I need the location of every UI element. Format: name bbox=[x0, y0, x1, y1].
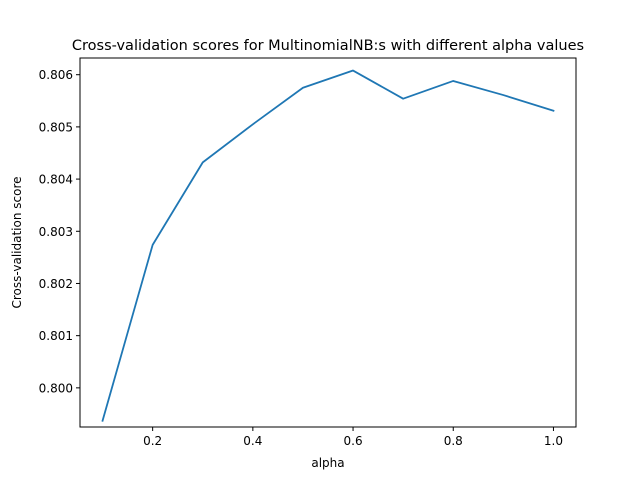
y-tick-label: 0.804 bbox=[39, 173, 73, 187]
chart-title: Cross-validation scores for MultinomialN… bbox=[72, 38, 584, 54]
y-tick-label: 0.805 bbox=[39, 120, 73, 134]
series-layer bbox=[101, 69, 555, 422]
x-tick-label: 0.4 bbox=[243, 434, 262, 448]
x-axis-title: alpha bbox=[311, 456, 344, 470]
plot-area-frame bbox=[79, 57, 577, 428]
y-axis: 0.800 0.801 0.802 0.803 0.804 0.805 0.806 bbox=[39, 68, 80, 395]
series-line bbox=[101, 69, 555, 422]
y-tick-label: 0.806 bbox=[39, 68, 73, 82]
x-tick-label: 1.0 bbox=[544, 434, 563, 448]
y-tick-label: 0.801 bbox=[39, 329, 73, 343]
y-axis-title: Cross-validation score bbox=[10, 176, 24, 308]
y-tick-label: 0.800 bbox=[39, 381, 73, 395]
x-axis: 0.2 0.4 0.6 0.8 1.0 bbox=[143, 427, 563, 448]
y-tick-label: 0.803 bbox=[39, 225, 73, 239]
x-tick-label: 0.6 bbox=[344, 434, 363, 448]
x-tick-label: 0.2 bbox=[143, 434, 162, 448]
y-tick-label: 0.802 bbox=[39, 277, 73, 291]
x-tick-label: 0.8 bbox=[444, 434, 463, 448]
